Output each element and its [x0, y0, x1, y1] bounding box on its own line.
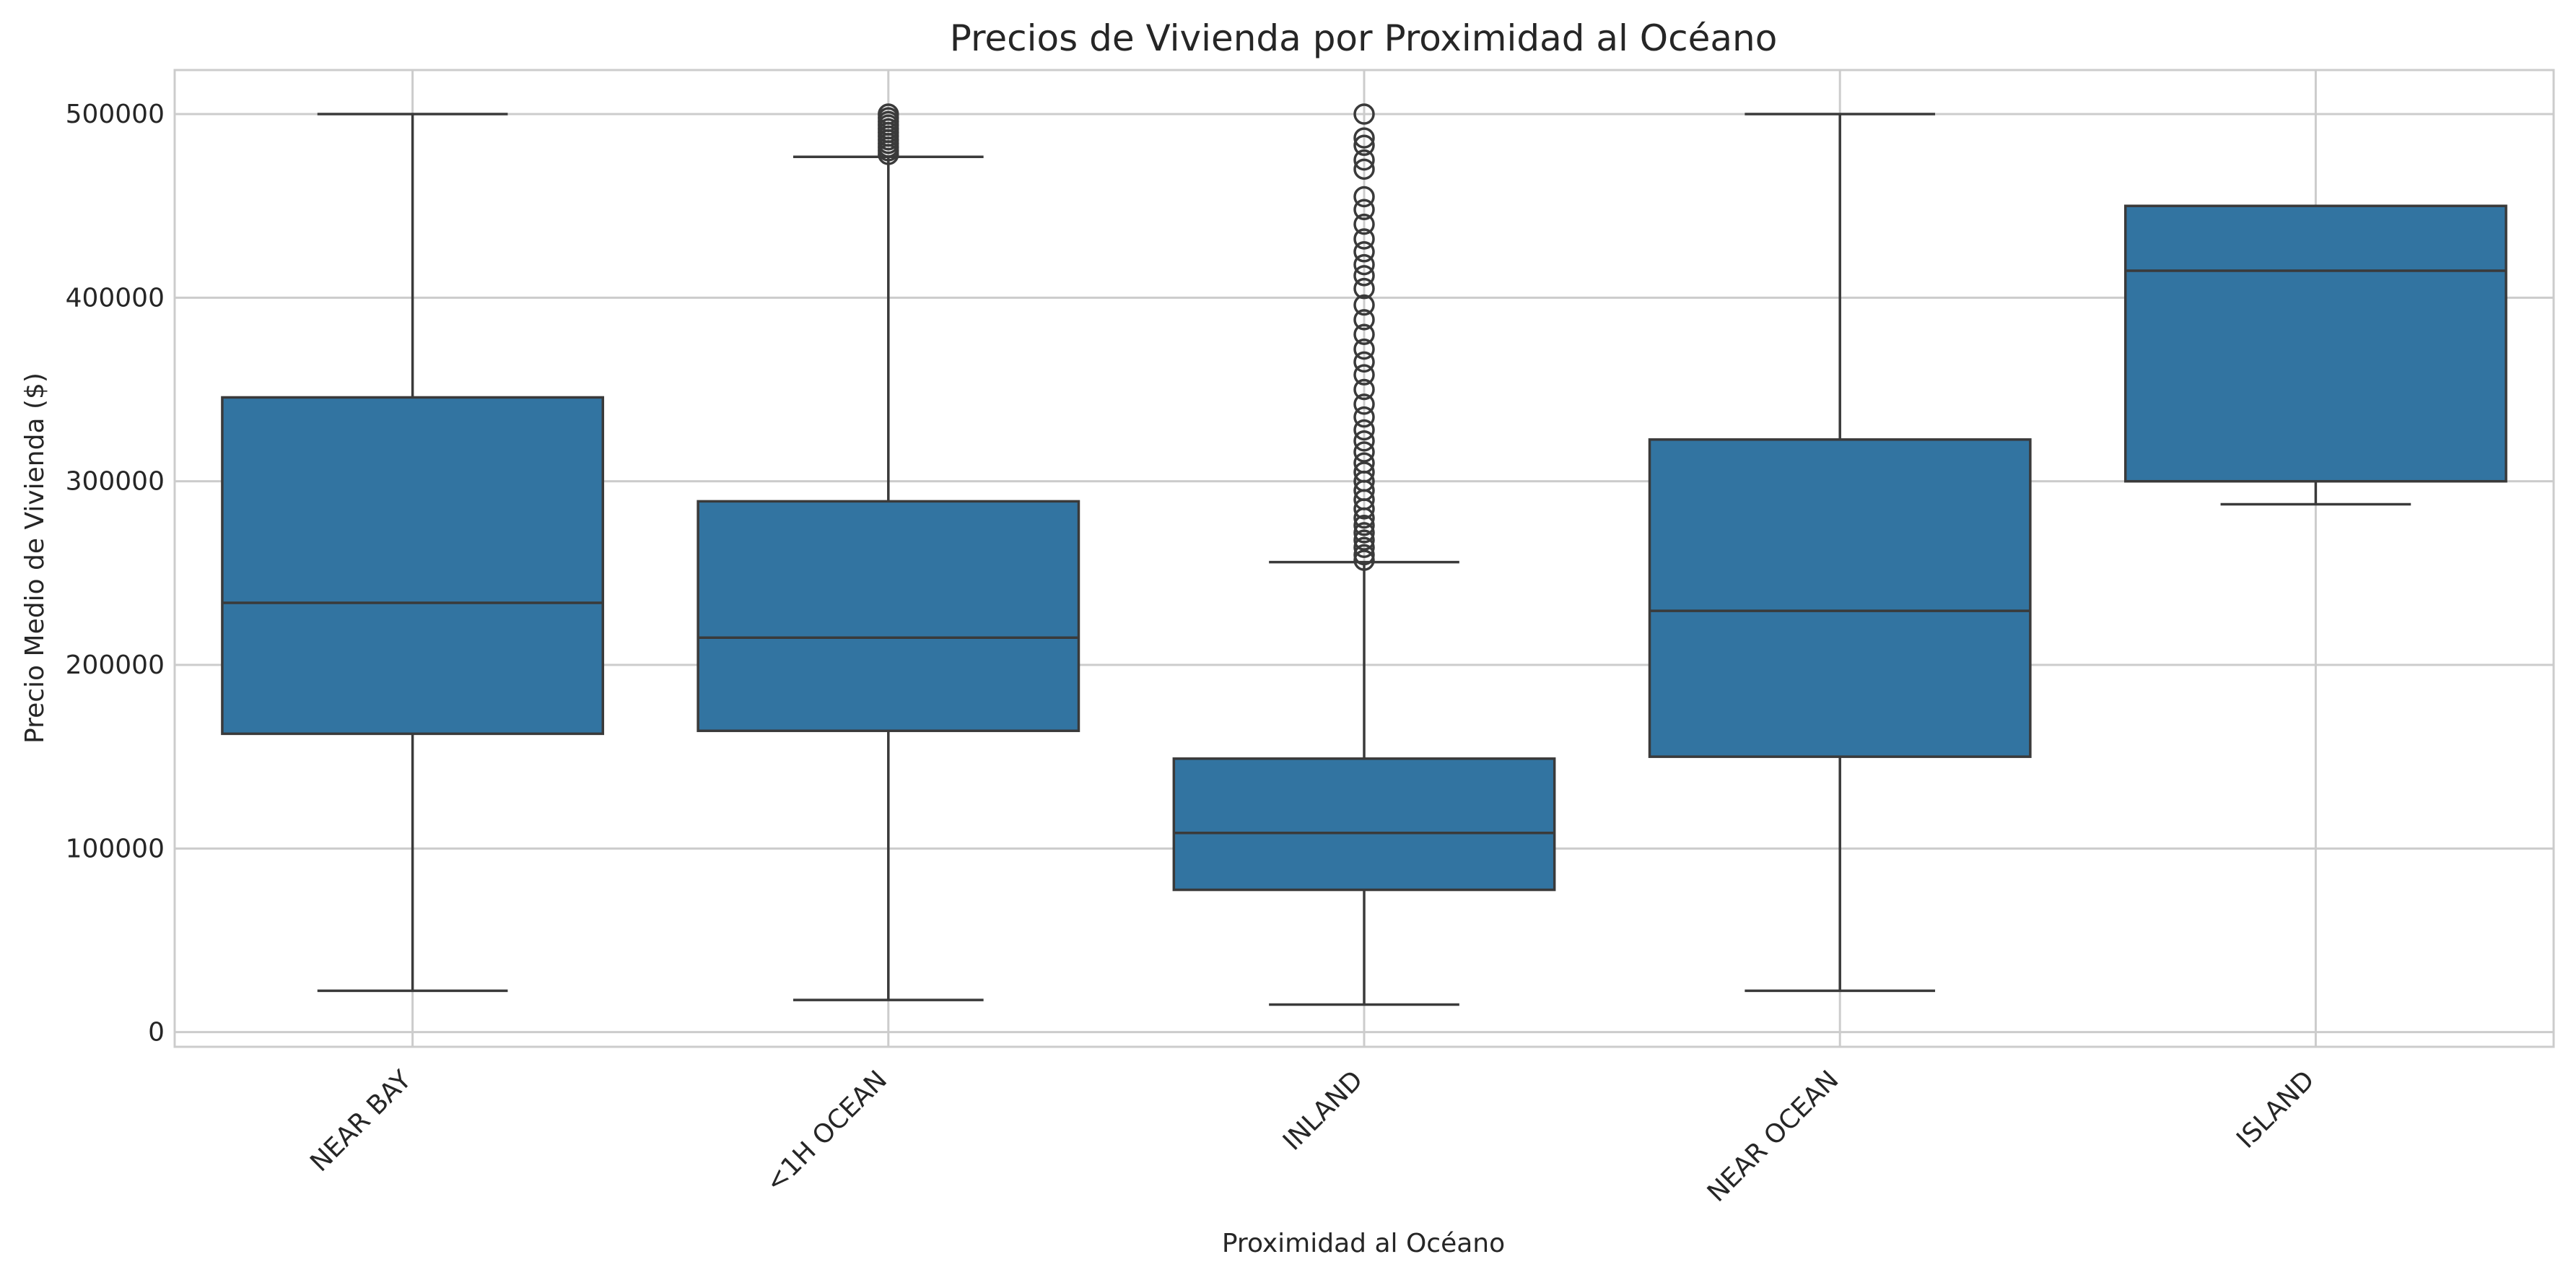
box-group: [2123, 204, 2507, 506]
outlier-point: [1353, 452, 1375, 474]
plot-frame: [173, 69, 2555, 1048]
y-axis-label: Precio Medio de Vivienda ($): [20, 373, 50, 744]
outlier-point: [1353, 441, 1375, 463]
outlier-point: [878, 103, 899, 125]
x-tick-label: NEAR OCEAN: [1702, 1065, 1845, 1208]
outlier-point: [1353, 265, 1375, 287]
outlier-point: [1353, 419, 1375, 441]
outlier-point: [1353, 536, 1375, 558]
outlier-point: [1353, 549, 1375, 571]
box-group: [697, 103, 1080, 1001]
outlier-point: [1353, 351, 1375, 373]
y-tick-label: 200000: [66, 650, 165, 680]
chart-title: Precios de Vivienda por Proximidad al Oc…: [950, 17, 1778, 59]
outlier-point: [1353, 186, 1375, 208]
x-axis: NEAR BAY <1H OCEAN INLAND NEAR OCEAN ISLAND: [305, 1065, 2320, 1208]
box-group: [1172, 103, 1556, 1006]
x-tick-label: ISLAND: [2231, 1065, 2320, 1154]
x-tick-label: <1H OCEAN: [760, 1065, 893, 1198]
x-tick-label: INLAND: [1278, 1065, 1368, 1156]
outlier-point: [1353, 338, 1375, 360]
outlier-point: [1353, 277, 1375, 300]
box-iqr: [1648, 438, 2032, 758]
outlier-point: [1353, 213, 1375, 235]
outlier-point: [1353, 309, 1375, 331]
outlier-point: [1353, 522, 1375, 544]
outlier-point: [1353, 294, 1375, 316]
box-group: [221, 113, 605, 993]
outlier-point: [1353, 461, 1375, 483]
y-tick-label: 0: [148, 1018, 165, 1048]
outlier-point: [1353, 149, 1375, 171]
outlier-point: [1353, 406, 1375, 428]
y-tick-label: 500000: [66, 100, 165, 129]
box-iqr: [697, 500, 1080, 733]
outlier-point: [1353, 393, 1375, 415]
box-series: [221, 103, 2507, 1006]
outlier-point: [1353, 430, 1375, 452]
outlier-point: [1353, 158, 1375, 180]
box-iqr: [221, 396, 605, 736]
outlier-point: [1353, 323, 1375, 345]
outlier-point: [1353, 134, 1375, 157]
outlier-point: [1353, 199, 1375, 221]
x-axis-label: Proximidad al Océano: [1222, 1229, 1505, 1258]
y-tick-label: 300000: [66, 467, 165, 497]
outlier-point: [1353, 241, 1375, 263]
outlier-point: [1353, 514, 1375, 536]
y-axis: 0 100000 200000 300000 400000 500000: [66, 100, 165, 1048]
y-tick-label: 100000: [66, 834, 165, 863]
outlier-point: [1353, 364, 1375, 386]
outlier-point: [1353, 529, 1375, 551]
outlier-point: [1353, 378, 1375, 401]
box-iqr: [1172, 757, 1556, 892]
x-tick-label: NEAR BAY: [305, 1065, 417, 1177]
outlier-point: [1353, 228, 1375, 250]
outlier-point: [1353, 253, 1375, 276]
y-tick-label: 400000: [66, 283, 165, 313]
box-iqr: [2123, 204, 2507, 483]
outlier-point: [1353, 103, 1375, 125]
box-group: [1648, 113, 2032, 993]
outlier-point: [1353, 544, 1375, 566]
outlier-point: [1353, 127, 1375, 149]
